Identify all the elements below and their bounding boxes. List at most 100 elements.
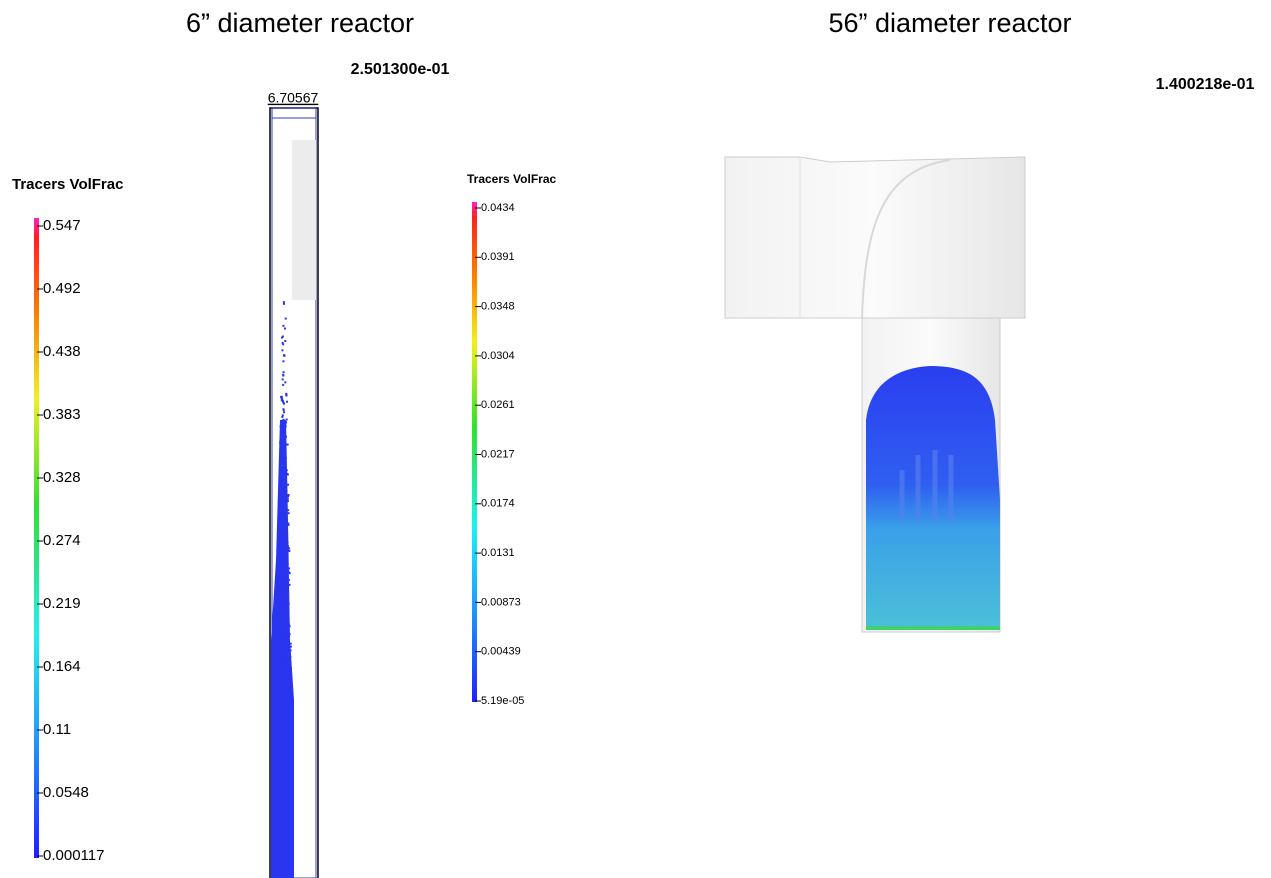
particle (281, 341, 284, 344)
particle (286, 638, 289, 641)
particle (285, 490, 288, 493)
particle (281, 349, 284, 352)
colorbar-label: 0.383 (43, 406, 81, 423)
particle (280, 531, 283, 534)
particle (277, 626, 280, 629)
particle (285, 470, 288, 473)
particle (278, 542, 281, 545)
particle (286, 473, 289, 476)
particle (284, 511, 287, 514)
particle (282, 411, 285, 414)
particle (280, 554, 283, 557)
particle (287, 483, 290, 486)
particle (281, 655, 284, 658)
particle (283, 542, 286, 545)
particle (284, 639, 287, 642)
particle (288, 671, 291, 674)
particle (281, 423, 284, 426)
particle (279, 548, 282, 551)
particle (287, 623, 290, 626)
particle (281, 336, 284, 339)
time-label: 2.501300e-01 (351, 61, 450, 78)
particle (276, 613, 279, 616)
particle (278, 557, 281, 560)
colorbar-label: 0.0434 (481, 202, 515, 214)
particle (277, 628, 280, 631)
colorbar-label: 0.0131 (481, 547, 515, 559)
particle (280, 565, 283, 568)
particle (284, 583, 287, 586)
particle (283, 487, 286, 490)
colorbar-label: 0.274 (43, 532, 81, 549)
particle (279, 503, 282, 506)
particle (287, 602, 290, 605)
particle (278, 585, 281, 588)
reactor-top (271, 107, 317, 119)
particle (280, 528, 283, 531)
particle (280, 535, 283, 538)
particle (282, 400, 285, 403)
particle (288, 549, 291, 552)
particle (282, 343, 285, 346)
particle (283, 657, 286, 660)
particle (278, 605, 281, 608)
particle (280, 559, 283, 562)
particle (284, 435, 287, 438)
colorbar-label: 0.438 (43, 343, 81, 360)
particle (286, 582, 289, 585)
particle (287, 495, 290, 498)
colorbar-label: 0.00873 (481, 596, 521, 608)
particle (286, 548, 289, 551)
particle (282, 590, 285, 593)
particle (288, 633, 291, 636)
reactor-elbow (861, 159, 951, 319)
colorbar-label: 0.164 (43, 658, 81, 675)
particle (277, 574, 280, 577)
particle (285, 654, 288, 657)
particles (275, 301, 292, 677)
particle (283, 535, 286, 538)
particle (283, 567, 286, 570)
particle (283, 575, 286, 578)
particle (282, 541, 285, 544)
particle (286, 608, 289, 611)
colorbar-label: 0.0391 (481, 251, 515, 263)
particle (285, 558, 288, 561)
colorbar-label: 0.547 (43, 217, 81, 234)
particle (288, 572, 291, 575)
particle (280, 543, 283, 546)
particle (287, 512, 290, 515)
particle (286, 642, 289, 645)
particle (281, 501, 284, 504)
particle (287, 578, 290, 581)
particle (282, 324, 285, 327)
particle (285, 659, 288, 662)
particle (281, 572, 284, 575)
particle (287, 570, 290, 573)
particle (279, 592, 282, 595)
particle (285, 515, 288, 518)
particle (279, 665, 282, 668)
particle (282, 402, 285, 405)
particle (280, 468, 283, 471)
bed-bottom (866, 626, 1000, 630)
particle (276, 647, 279, 650)
particle (281, 487, 284, 490)
particle (279, 446, 282, 449)
particle (284, 616, 287, 619)
particle (278, 526, 281, 529)
colorbar-label: 0.0217 (481, 448, 515, 460)
particle (284, 473, 287, 476)
particle (282, 360, 285, 363)
particle (280, 511, 283, 514)
bubble-streaks (899, 450, 954, 520)
particle (279, 657, 282, 660)
particle (285, 607, 288, 610)
particle (287, 523, 290, 526)
particle (283, 456, 286, 459)
particle (289, 655, 292, 658)
reactor-shade (292, 140, 316, 300)
time-label: 1.400218e-01 (1156, 76, 1255, 93)
particle (284, 579, 287, 582)
